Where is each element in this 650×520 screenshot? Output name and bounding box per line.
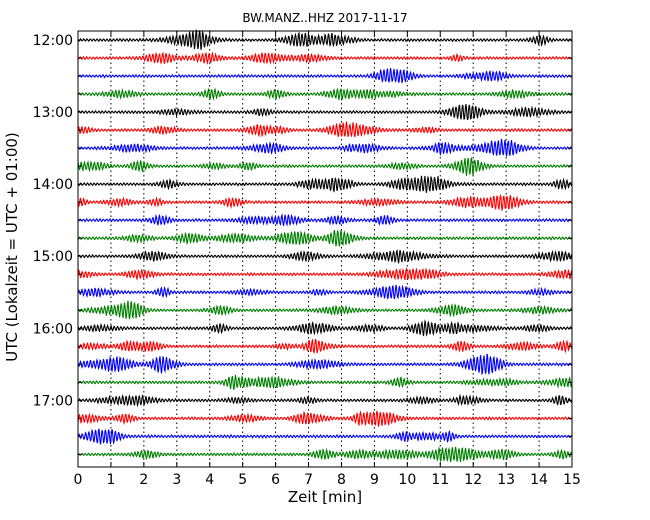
seismogram-trace <box>77 138 573 157</box>
seismogram-trace <box>77 121 573 138</box>
seismogram-trace <box>77 267 573 281</box>
seismogram-trace <box>77 213 573 227</box>
y-axis-label: UTC (Lokalzeit = UTC + 01:00) <box>3 132 21 362</box>
seismogram-trace <box>77 410 573 427</box>
seismogram-trace <box>77 338 573 355</box>
seismogram-trace <box>77 230 573 247</box>
y-tick-label: 13:00 <box>33 105 73 121</box>
x-axis-label: Zeit [min] <box>287 488 363 506</box>
seismogram-trace <box>77 51 573 66</box>
x-tick-label: 6 <box>271 472 280 488</box>
seismogram-trace <box>77 248 573 264</box>
x-tick-label: 3 <box>172 472 181 488</box>
seismogram-trace <box>77 353 573 376</box>
x-tick-label: 11 <box>431 472 449 488</box>
y-tick-label: 14:00 <box>33 177 73 193</box>
seismogram-trace <box>77 29 573 50</box>
x-tick-label: 4 <box>205 472 214 488</box>
y-tick-label: 16:00 <box>33 321 73 337</box>
seismogram-trace <box>77 446 573 463</box>
x-tick-label: 9 <box>370 472 379 488</box>
x-tick-label: 15 <box>563 472 581 488</box>
x-tick-label: 14 <box>530 472 548 488</box>
y-tick-label: 15:00 <box>33 249 73 265</box>
chart-title: BW.MANZ..HHZ 2017-11-17 <box>242 11 408 25</box>
x-tick-label: 1 <box>106 472 115 488</box>
seismogram-trace <box>77 428 573 445</box>
x-tick-label: 5 <box>238 472 247 488</box>
x-tick-label: 2 <box>139 472 148 488</box>
seismogram-trace <box>77 87 573 101</box>
seismogram-trace <box>77 284 573 300</box>
seismogram-trace <box>77 157 573 177</box>
axes-frame <box>77 30 573 468</box>
seismogram-trace <box>77 104 573 121</box>
x-tick-label: 13 <box>497 472 515 488</box>
x-tick-label: 8 <box>337 472 346 488</box>
seismogram-trace <box>77 319 573 337</box>
seismogram-trace <box>77 300 573 320</box>
seismogram-trace <box>77 393 573 408</box>
seismogram-trace <box>77 67 573 84</box>
x-tick-label: 0 <box>74 472 83 488</box>
seismogram-trace <box>77 175 573 193</box>
x-tick-label: 7 <box>304 472 313 488</box>
y-tick-label: 12:00 <box>33 33 73 49</box>
seismogram-trace <box>77 374 573 390</box>
x-tick-label: 10 <box>398 472 416 488</box>
seismogram-trace <box>77 193 573 212</box>
y-tick-label: 17:00 <box>33 393 73 409</box>
x-tick-label: 12 <box>464 472 482 488</box>
